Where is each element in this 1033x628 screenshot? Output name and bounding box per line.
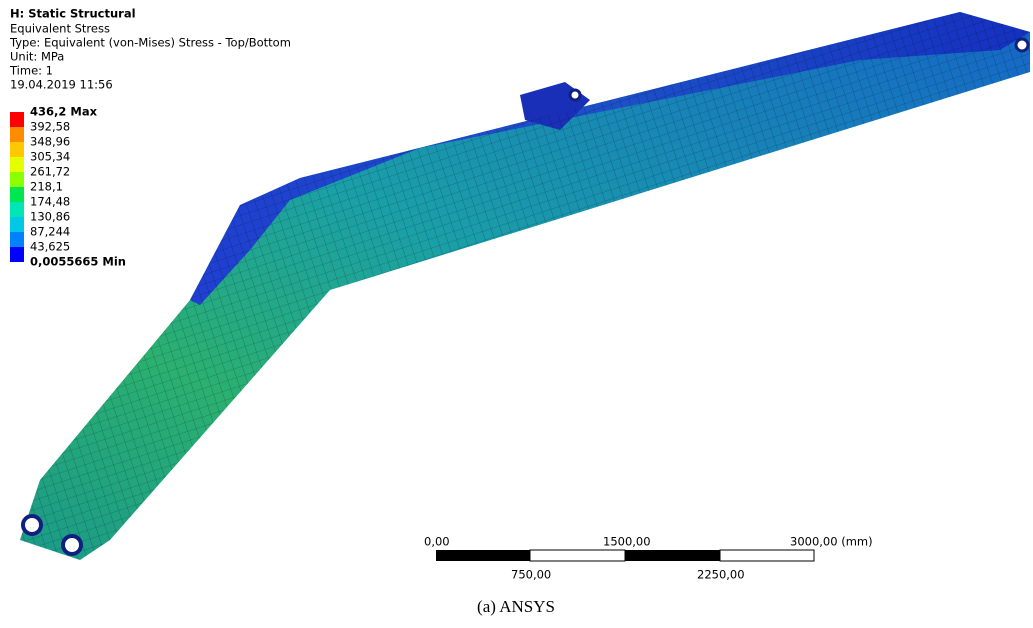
legend-swatch: [10, 187, 24, 202]
legend-label: 218,1: [30, 180, 63, 194]
scale-label: 0,00: [424, 535, 450, 549]
header-title: H: Static Structural: [10, 7, 136, 21]
viewport: H: Static Structural Equivalent StressTy…: [0, 0, 1033, 628]
header-line: Type: Equivalent (von-Mises) Stress - To…: [9, 36, 291, 50]
screenshot: H: Static Structural Equivalent StressTy…: [0, 0, 1033, 628]
legend-swatch: [10, 112, 24, 127]
header-line: Unit: MPa: [10, 50, 64, 64]
header-line: Time: 1: [9, 64, 53, 78]
legend-swatch: [10, 127, 24, 142]
caption: (a) ANSYS: [477, 597, 555, 616]
scale-label: 3000,00 (mm): [790, 535, 873, 549]
legend-swatch: [10, 217, 24, 232]
scale-label: 2250,00: [697, 568, 745, 582]
legend-swatch: [10, 247, 24, 262]
scale-label: 1500,00: [603, 535, 651, 549]
legend-label: 0,0055665 Min: [30, 255, 126, 269]
legend-swatch: [10, 172, 24, 187]
header: H: Static Structural Equivalent StressTy…: [9, 7, 291, 92]
legend-swatch: [10, 157, 24, 172]
scale-bar: 0,00 1500,00 3000,00 (mm) 750,00 2250,00: [424, 535, 873, 582]
legend-label: 261,72: [30, 165, 70, 179]
legend-swatch: [10, 202, 24, 217]
legend-label: 130,86: [30, 210, 70, 224]
legend-label: 43,625: [30, 240, 70, 254]
legend-label: 348,96: [30, 135, 70, 149]
header-line: 19.04.2019 11:56: [10, 78, 113, 92]
scale-label: 750,00: [511, 568, 551, 582]
legend-label: 174,48: [30, 195, 70, 209]
header-line: Equivalent Stress: [10, 22, 110, 36]
legend-label: 436,2 Max: [30, 105, 98, 119]
model: [20, 12, 1030, 560]
legend-label: 305,34: [30, 150, 70, 164]
legend-swatch: [10, 232, 24, 247]
legend: 436,2 Max392,58348,96305,34261,72218,117…: [10, 105, 126, 269]
legend-label: 392,58: [30, 120, 70, 134]
legend-swatch: [10, 142, 24, 157]
legend-label: 87,244: [30, 225, 70, 239]
